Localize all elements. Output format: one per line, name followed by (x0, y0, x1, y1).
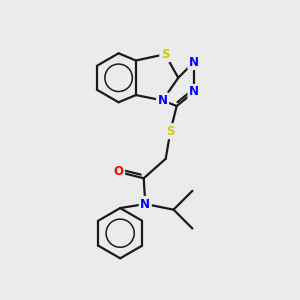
Text: N: N (158, 94, 168, 107)
Text: N: N (189, 56, 199, 69)
Text: N: N (189, 85, 199, 98)
Text: S: S (161, 48, 169, 61)
Text: O: O (114, 166, 124, 178)
Text: S: S (166, 125, 175, 138)
Text: N: N (140, 197, 150, 211)
